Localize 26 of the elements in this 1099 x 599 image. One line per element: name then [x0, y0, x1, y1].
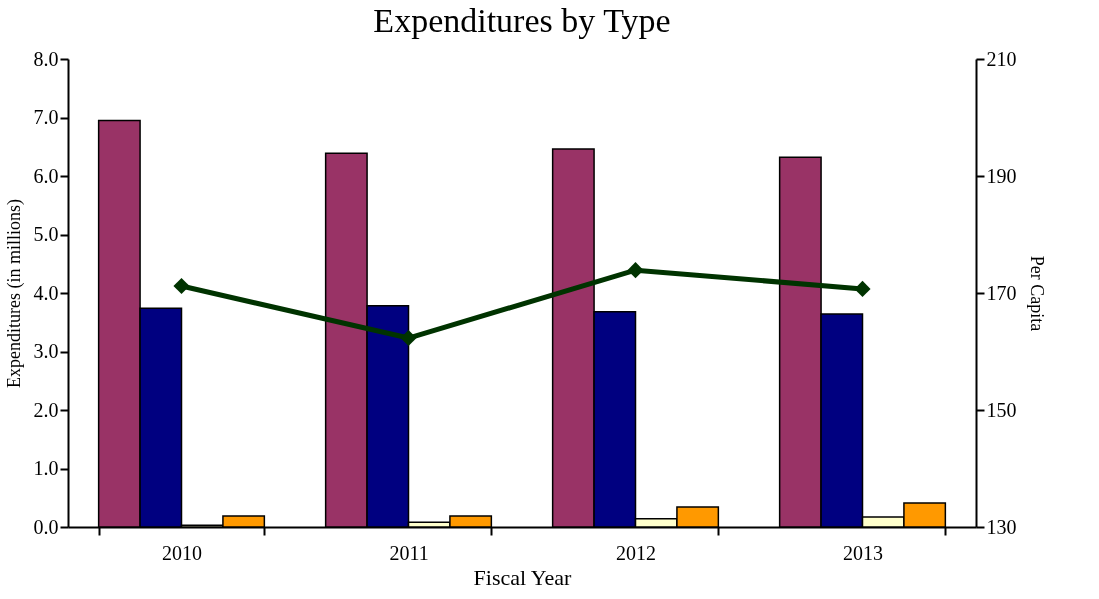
point [173, 277, 190, 295]
x-tick-label: 2013 [843, 541, 883, 564]
y-tick-label: 0.0 [33, 515, 59, 538]
y2-tick-label: 150 [986, 398, 1017, 421]
y2-tick-label: 130 [986, 515, 1017, 538]
y-tick-label: 6.0 [33, 164, 59, 187]
point [627, 262, 644, 279]
y-tick-label: 3.0 [33, 340, 59, 362]
y2-tick-label: 210 [986, 47, 1017, 70]
y2-tick-label: 170 [986, 281, 1017, 304]
y-tick-label: 2.0 [33, 398, 59, 421]
x-tick-label: 2012 [616, 541, 656, 564]
y2-axis-title: Per Capita [1026, 255, 1047, 332]
x-axis-title: Fiscal Year [473, 564, 573, 590]
point [400, 329, 417, 347]
x-tick-label: 2011 [389, 541, 429, 564]
y-axis-title: Expenditures (in millions) [3, 199, 25, 388]
y-tick-label: 4.0 [33, 281, 59, 304]
chart-title: Expenditures by Type [373, 2, 671, 39]
y-tick-label: 5.0 [33, 223, 59, 245]
y2-tick-label: 190 [986, 164, 1017, 187]
x-tick-label: 2010 [162, 541, 202, 564]
y-tick-label: 7.0 [33, 106, 59, 128]
y-tick-label: 1.0 [33, 457, 59, 479]
point [854, 280, 871, 297]
y-tick-label: 8.0 [33, 47, 59, 70]
